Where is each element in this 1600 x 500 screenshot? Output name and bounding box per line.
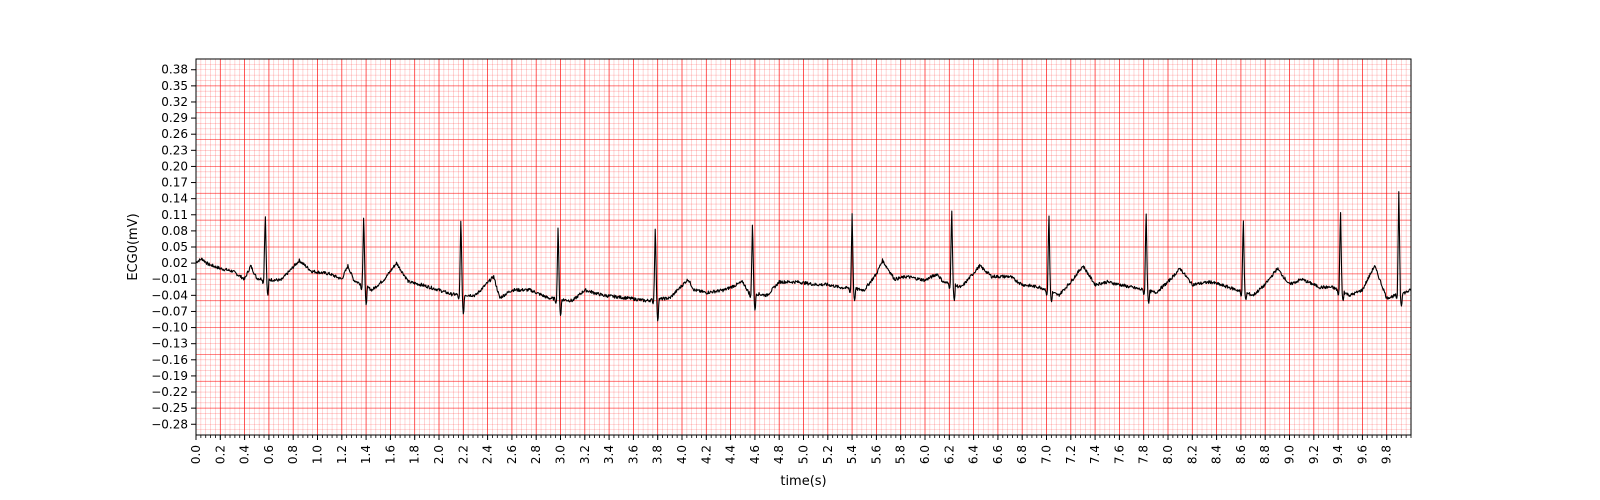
plot-area [195,58,1412,436]
y-tick-label: 0.32 [161,95,188,109]
x-tick-label: 2.6 [505,445,519,464]
y-tick-label: 0.23 [161,143,188,157]
x-tick-label: 9.6 [1355,445,1369,464]
x-tick-label: 5.6 [869,445,883,464]
x-tick-label: 8.4 [1210,445,1224,464]
x-tick-label: 6.8 [1015,445,1029,464]
x-tick-label: 2.0 [432,445,446,464]
y-tick-label: 0.08 [161,224,188,238]
y-tick-label: 0.26 [161,127,188,141]
y-axis-label: ECG0(mV) [126,213,141,280]
y-tick-label: 0.20 [161,159,188,173]
y-tick-label: −0.28 [151,417,188,431]
y-tick-label: 0.14 [161,192,188,206]
x-axis-label: time(s) [780,474,826,489]
x-tick-label: 1.2 [335,445,349,464]
y-tick-label: −0.04 [151,288,188,302]
ecg-trace [195,191,1412,322]
x-tick-label: 0.2 [213,445,227,464]
x-tick-label: 6.4 [967,445,981,464]
x-tick-label: 7.8 [1137,445,1151,464]
y-tick-label: −0.01 [151,272,188,286]
x-tick-label: 9.8 [1380,445,1394,464]
x-tick-label: 3.2 [578,445,592,464]
x-tick-label: 5.4 [845,445,859,464]
x-tick-label: 9.2 [1307,445,1321,464]
y-tick-label: −0.25 [151,401,188,415]
x-tick-label: 5.0 [797,445,811,464]
x-tick-label: 8.6 [1234,445,1248,464]
y-tick-label: −0.22 [151,385,188,399]
y-tick-label: 0.29 [161,111,188,125]
x-tick-label: 7.4 [1088,445,1102,464]
x-tick-label: 9.0 [1283,445,1297,464]
x-tick-label: 3.0 [554,445,568,464]
x-tick-label: 9.4 [1331,445,1345,464]
x-tick-label: 2.2 [456,445,470,464]
x-tick-label: 3.6 [626,445,640,464]
x-tick-label: 6.0 [918,445,932,464]
x-tick-label: 1.8 [408,445,422,464]
x-tick-label: 2.8 [529,445,543,464]
x-tick-label: 1.6 [383,445,397,464]
grid-major [195,58,1412,436]
y-tick-label: 0.17 [161,176,188,190]
y-tick-label: −0.07 [151,304,188,318]
x-tick-label: 4.4 [724,445,738,464]
x-tick-label: 5.8 [894,445,908,464]
x-tick-label: 1.4 [359,445,373,464]
x-tick-label: 3.8 [651,445,665,464]
x-tick-label: 0.4 [238,445,252,464]
y-tick-label: 0.11 [161,208,188,222]
x-tick-label: 2.4 [481,445,495,464]
x-tick-label: 0.8 [286,445,300,464]
x-tick-label: 7.2 [1064,445,1078,464]
y-axis-ticks: 0.38 0.35 0.32 0.29 0.26 0.23 0.20 0.17 0.14 0.11… [151,63,196,431]
y-tick-label: 0.38 [161,63,188,77]
x-tick-label: 4.6 [748,445,762,464]
y-tick-label: 0.35 [161,79,188,93]
x-tick-label: 1.0 [311,445,325,464]
y-tick-label: 0.02 [161,256,188,270]
x-tick-label: 8.8 [1258,445,1272,464]
x-tick-label: 5.2 [821,445,835,464]
x-tick-label: 0.6 [262,445,276,464]
x-tick-label: 4.8 [772,445,786,464]
x-tick-label: 4.0 [675,445,689,464]
x-axis-ticks: 0.0 0.2 0.4 0.6 0.8 1.0 1.2 1.4 1.6 1.8 2.0 2.2 2.4 2… [189,435,1412,464]
x-tick-label: 6.6 [991,445,1005,464]
x-tick-label: 6.2 [942,445,956,464]
x-tick-label: 8.2 [1185,445,1199,464]
x-tick-label: 4.2 [699,445,713,464]
y-tick-label: −0.19 [151,369,188,383]
x-tick-label: 7.6 [1112,445,1126,464]
y-tick-label: −0.16 [151,353,188,367]
y-tick-label: −0.10 [151,321,188,335]
x-tick-label: 0.0 [189,445,203,464]
x-tick-label: 7.0 [1040,445,1054,464]
y-tick-label: 0.05 [161,240,188,254]
x-tick-label: 3.4 [602,445,616,464]
x-tick-label: 8.0 [1161,445,1175,464]
y-tick-label: −0.13 [151,337,188,351]
